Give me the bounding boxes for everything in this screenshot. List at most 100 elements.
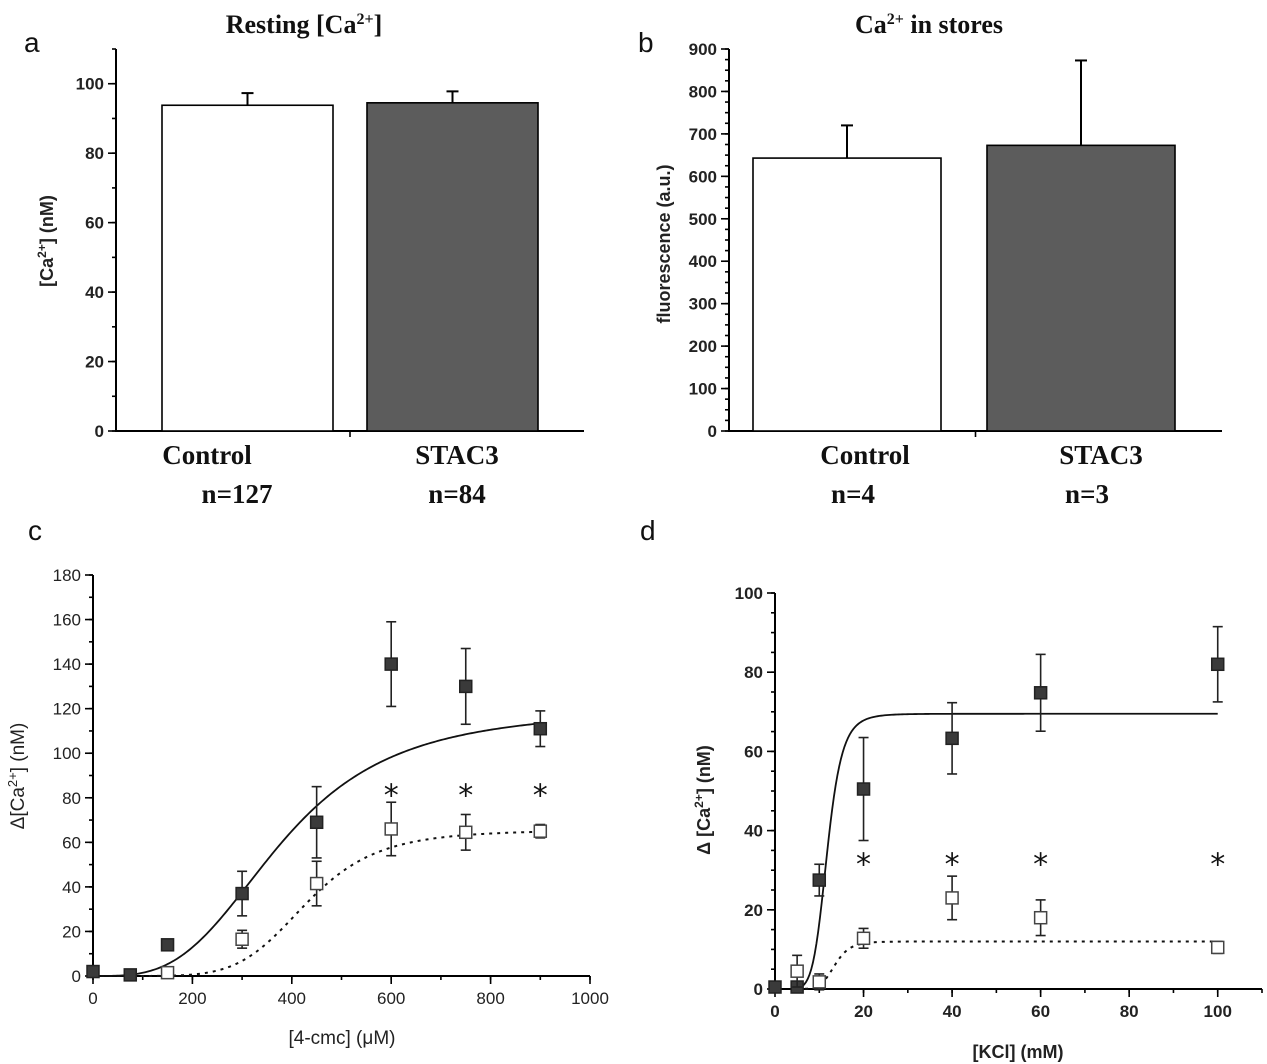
panel-a: a Resting [Ca2+] [Ca2+] (nM) 0 20 40 60 80 10… — [24, 10, 584, 509]
significance-star: * — [533, 778, 548, 813]
panel-c-plot: 0 200 400 600 800 1000 0 20 40 60 80 100 120 140 160 18… — [53, 566, 609, 1008]
x-tick-label: 40 — [943, 1002, 962, 1021]
data-point-open — [309, 876, 324, 891]
data-point-filled — [123, 968, 138, 982]
panel-b-letter: b — [638, 27, 654, 58]
panel-b: b Ca2+ in stores fluorescence (a.u.) 0 10… — [638, 10, 1222, 509]
data-point-open — [533, 824, 548, 838]
x-tick-label: 400 — [278, 989, 306, 1008]
data-point-open — [1210, 940, 1225, 955]
y-tick-label: 100 — [689, 380, 717, 399]
y-tick-label: 40 — [744, 822, 763, 841]
panel-b-title: Ca2+ in stores — [855, 10, 1003, 39]
data-point-open — [945, 891, 959, 905]
y-tick-label: 0 — [708, 422, 717, 441]
panel-a-category-stac3: STAC3 — [415, 440, 499, 470]
y-tick-label: 20 — [62, 922, 81, 941]
panel-c-letter: c — [28, 515, 42, 546]
data-point-open — [1033, 910, 1048, 925]
x-tick-label: 100 — [1204, 1002, 1232, 1021]
data-point-open — [459, 825, 473, 840]
y-tick-label: 120 — [53, 700, 81, 719]
significance-star: * — [1033, 847, 1048, 882]
data-point-filled — [235, 886, 249, 901]
x-tick-label: 200 — [178, 989, 206, 1008]
bar-control — [752, 157, 942, 432]
y-tick-label: 0 — [95, 422, 104, 441]
panel-b-plot: 0 100 200 300 400 500 600 700 800 900 — [689, 40, 1222, 441]
y-tick-label: 400 — [689, 252, 717, 271]
y-tick-label: 800 — [689, 82, 717, 101]
panel-d-plot: 0 20 40 60 80 100 0 20 40 60 80 100 * * * * — [735, 584, 1263, 1021]
y-tick-label: 80 — [744, 663, 763, 682]
data-point-filled — [945, 731, 959, 746]
panel-c-xlabel: [4-cmc] (μM) — [289, 1028, 396, 1049]
data-point-filled — [160, 938, 175, 952]
y-tick-label: 100 — [76, 75, 104, 94]
x-tick-label: 60 — [1031, 1002, 1050, 1021]
significance-star: * — [458, 778, 473, 813]
x-tick-label: 80 — [1120, 1002, 1139, 1021]
y-tick-label: 40 — [85, 283, 104, 302]
panel-a-ylabel: [Ca2+] (nM) — [35, 195, 57, 287]
y-tick-label: 80 — [85, 144, 104, 163]
data-point-filled — [459, 679, 473, 694]
bar-stac3 — [366, 102, 539, 432]
significance-star: * — [856, 847, 871, 882]
y-tick-label: 180 — [53, 566, 81, 585]
panel-a-plot: 0 20 40 60 80 100 — [76, 48, 584, 441]
x-tick-label: 0 — [770, 1002, 779, 1021]
y-tick-label: 300 — [689, 295, 717, 314]
y-tick-label: 0 — [754, 980, 763, 999]
y-tick-label: 60 — [62, 833, 81, 852]
panel-a-letter: a — [24, 27, 40, 58]
panel-c-ylabel: Δ[Ca2+] (nM) — [5, 723, 29, 830]
panel-a-category-control: Control — [162, 440, 252, 470]
panel-b-n-stac3: n=3 — [1065, 479, 1109, 509]
panel-d-xlabel: [KCl] (mM) — [973, 1042, 1064, 1062]
panel-b-category-stac3: STAC3 — [1059, 440, 1143, 470]
y-tick-label: 0 — [72, 967, 81, 986]
x-tick-label: 0 — [88, 989, 97, 1008]
panel-b-ylabel: fluorescence (a.u.) — [654, 164, 674, 323]
data-point-filled — [86, 964, 100, 979]
data-point-filled — [1210, 657, 1225, 672]
y-tick-label: 700 — [689, 125, 717, 144]
panel-d-ylabel: Δ [Ca2+] (nM) — [692, 745, 714, 855]
y-tick-label: 500 — [689, 210, 717, 229]
data-point-filled — [533, 721, 548, 736]
y-tick-label: 60 — [744, 742, 763, 761]
panel-d-letter: d — [640, 515, 656, 546]
x-tick-label: 800 — [476, 989, 504, 1008]
y-tick-label: 900 — [689, 40, 717, 59]
data-point-filled — [768, 980, 782, 994]
y-tick-label: 600 — [689, 167, 717, 186]
panel-a-n-stac3: n=84 — [428, 479, 485, 509]
x-tick-label: 1000 — [571, 989, 609, 1008]
y-tick-label: 100 — [53, 744, 81, 763]
bar-stac3 — [986, 144, 1176, 432]
data-point-open — [790, 964, 804, 978]
data-point-filled — [1033, 686, 1048, 700]
data-point-filled — [309, 815, 324, 830]
bar-control — [161, 104, 334, 432]
panel-a-n-control: n=127 — [202, 479, 273, 509]
significance-star: * — [1210, 847, 1225, 882]
data-point-open — [235, 932, 249, 946]
panel-c: c Δ[Ca2+] (nM) [4-cmc] (μM) 0 200 400 600 80… — [5, 515, 609, 1049]
y-tick-label: 60 — [85, 214, 104, 233]
data-point-filled — [812, 873, 827, 887]
y-tick-label: 200 — [689, 337, 717, 356]
significance-star: * — [945, 847, 960, 882]
panel-b-n-control: n=4 — [831, 479, 875, 509]
data-point-open — [812, 975, 827, 989]
x-tick-label: 20 — [854, 1002, 873, 1021]
panel-b-category-control: Control — [820, 440, 910, 470]
panel-a-title: Resting [Ca2+] — [226, 10, 383, 39]
x-tick-label: 600 — [377, 989, 405, 1008]
y-tick-label: 160 — [53, 611, 81, 630]
data-point-filled — [384, 657, 398, 671]
fit-curve-stac3 — [796, 712, 1218, 990]
data-point-filled — [856, 782, 871, 796]
